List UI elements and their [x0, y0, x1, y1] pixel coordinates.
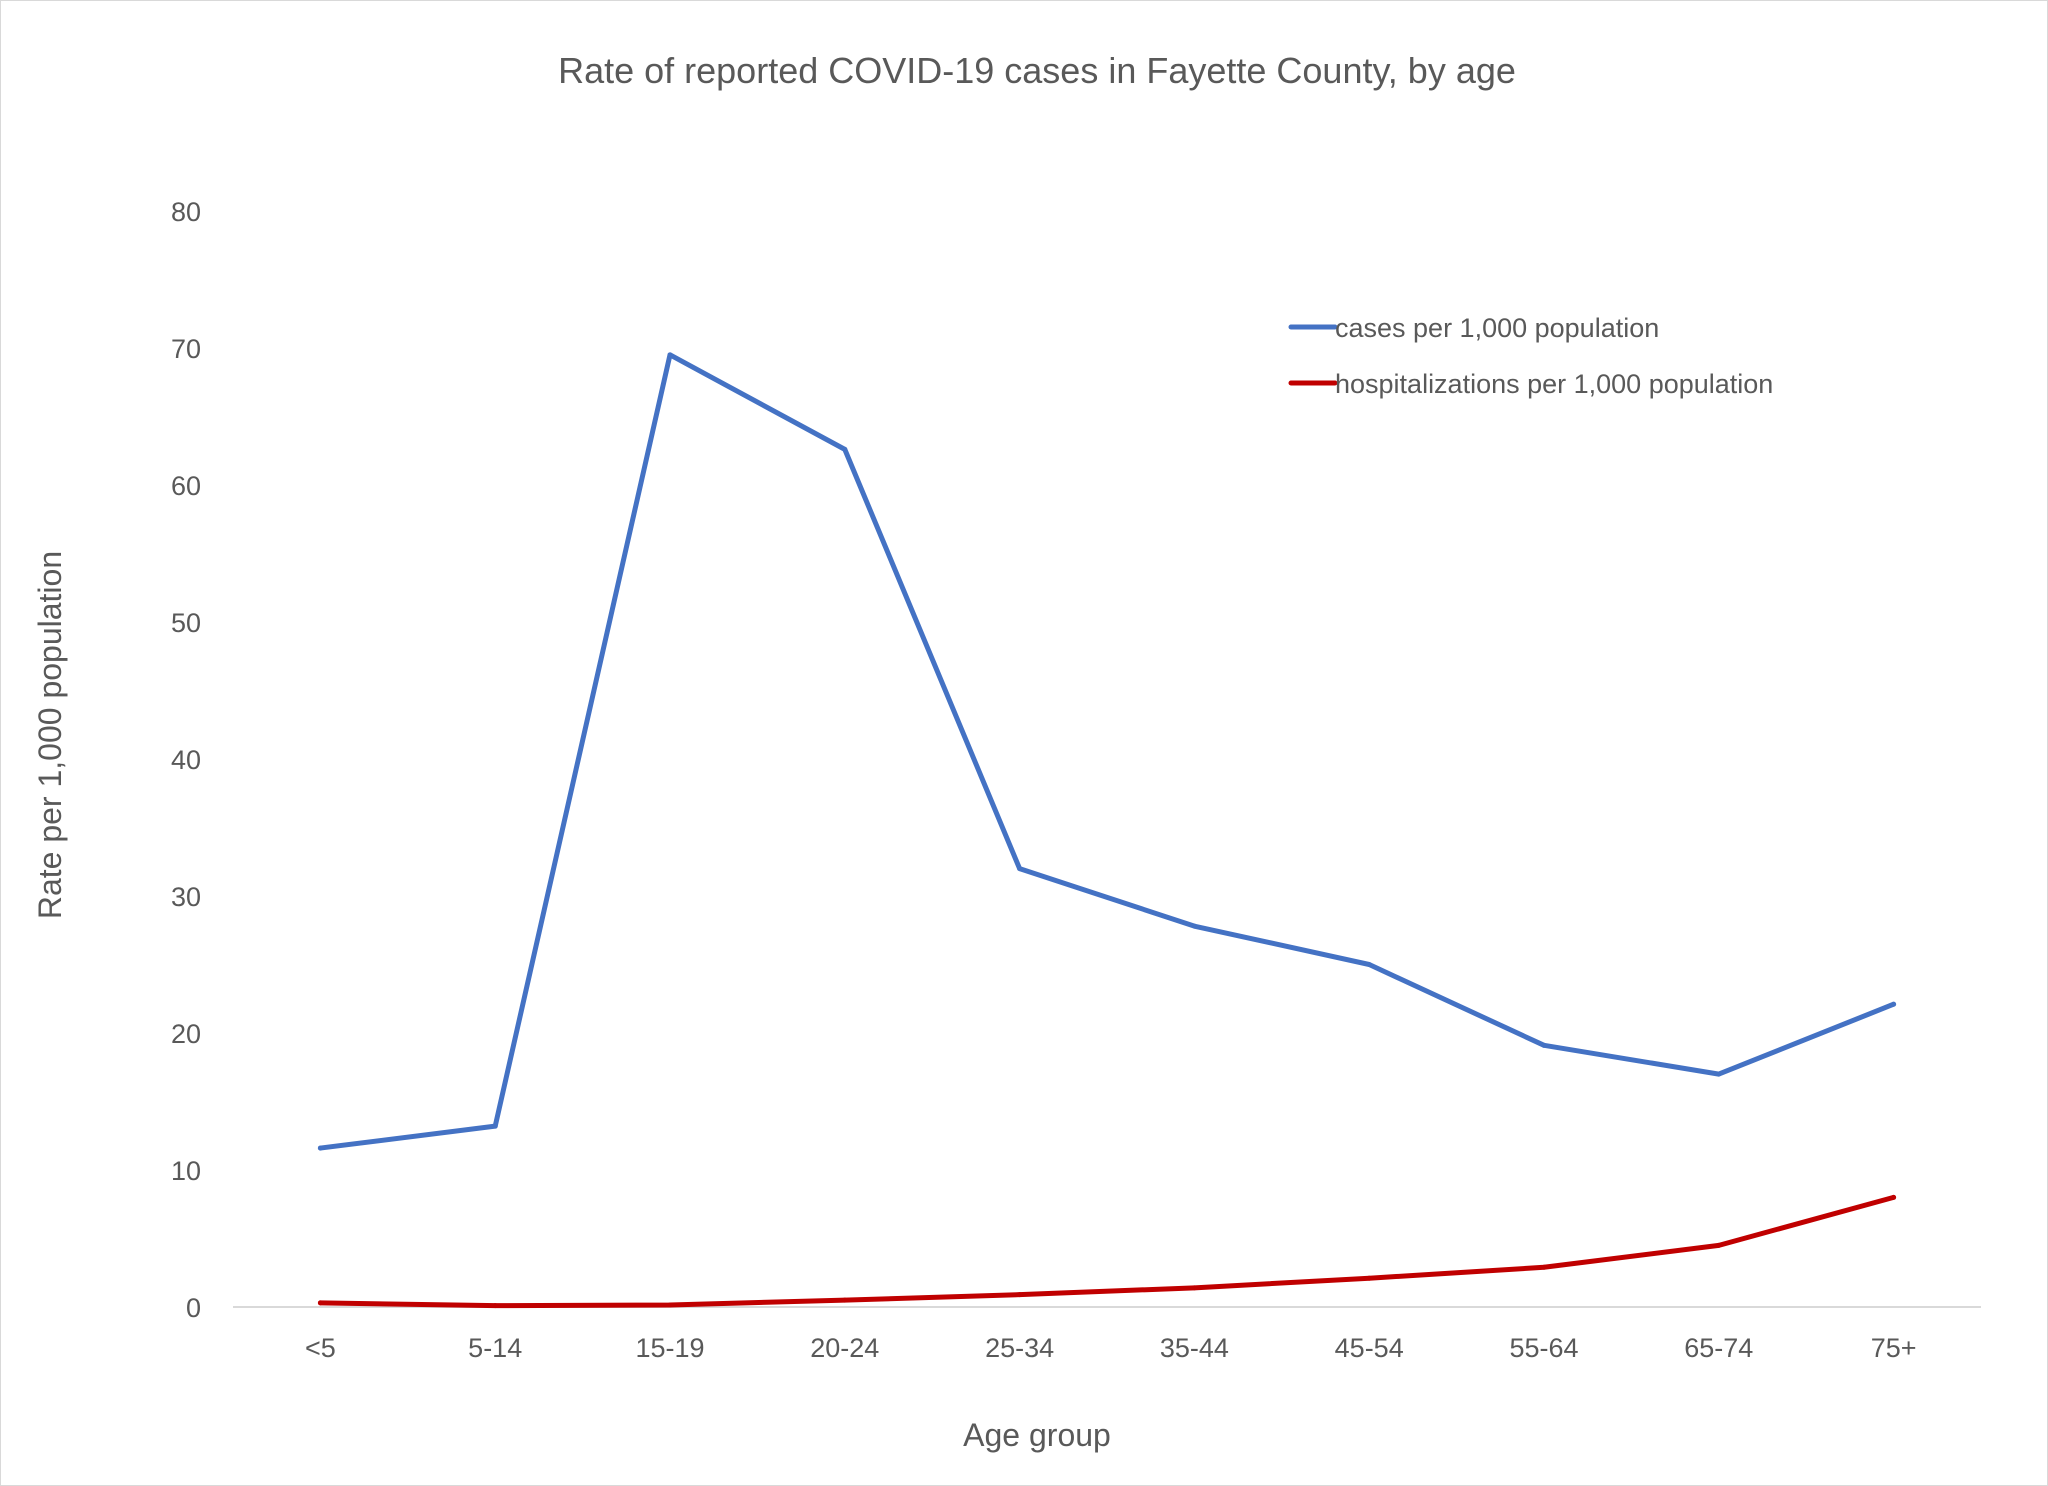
- chart-title: Rate of reported COVID-19 cases in Fayet…: [558, 50, 1516, 91]
- y-tick-label: 70: [171, 334, 201, 364]
- x-tick-label: 5-14: [468, 1333, 522, 1363]
- x-tick-label: <5: [305, 1333, 336, 1363]
- x-tick-label: 20-24: [810, 1333, 879, 1363]
- series-1-point: [842, 1297, 848, 1303]
- series-0-point: [1017, 866, 1023, 872]
- x-axis-tick-labels: <5 5-14 15-19 20-24 25-34 35-44 45-54 55-64 65-7…: [305, 1333, 1917, 1363]
- x-tick-label: 75+: [1871, 1333, 1917, 1363]
- x-tick-label: 45-54: [1335, 1333, 1404, 1363]
- series-1-point: [667, 1302, 673, 1308]
- x-tick-label: 25-34: [985, 1333, 1054, 1363]
- y-axis-tick-labels: 0 10 20 30 40 50 60 70 80: [171, 197, 201, 1323]
- x-axis-title: Age group: [963, 1417, 1111, 1453]
- series-1-point: [317, 1300, 323, 1306]
- series-0-point: [1891, 1001, 1897, 1007]
- series-0-point: [1366, 962, 1372, 967]
- y-tick-label: 50: [171, 608, 201, 638]
- y-tick-label: 60: [171, 471, 201, 501]
- series-line-1: [317, 1194, 1897, 1309]
- series-0-point: [1541, 1042, 1547, 1048]
- y-tick-label: 0: [186, 1293, 201, 1323]
- series-0-point: [842, 446, 848, 452]
- y-tick-label: 80: [171, 197, 201, 227]
- series-0-point: [492, 1123, 498, 1129]
- series-1-point: [1541, 1264, 1547, 1270]
- series-0-point: [317, 1145, 323, 1151]
- y-tick-label: 10: [171, 1156, 201, 1186]
- y-tick-label: 40: [171, 745, 201, 775]
- x-tick-label: 55-64: [1509, 1333, 1578, 1363]
- series-1-point: [1366, 1275, 1372, 1281]
- series-lines: [317, 352, 1897, 1309]
- y-tick-label: 30: [171, 882, 201, 912]
- series-1-point: [1191, 1285, 1197, 1291]
- x-tick-label: 65-74: [1684, 1333, 1753, 1363]
- legend-label: hospitalizations per 1,000 population: [1335, 369, 1773, 399]
- y-axis-title: Rate per 1,000 population: [32, 551, 68, 919]
- series-1-point: [1716, 1242, 1722, 1248]
- series-1-point: [492, 1303, 498, 1309]
- series-0-point: [1191, 923, 1197, 929]
- legend-label: cases per 1,000 population: [1335, 313, 1659, 343]
- series-1-point: [1017, 1292, 1023, 1298]
- x-tick-label: 15-19: [635, 1333, 704, 1363]
- series-1-point: [1891, 1194, 1897, 1200]
- series-0-point: [667, 352, 673, 358]
- series-0-point: [1716, 1071, 1722, 1077]
- y-tick-label: 20: [171, 1019, 201, 1049]
- x-tick-label: 35-44: [1160, 1333, 1229, 1363]
- legend: cases per 1,000 population hospitalizatio…: [1288, 313, 1773, 399]
- series-line-0: [317, 352, 1897, 1151]
